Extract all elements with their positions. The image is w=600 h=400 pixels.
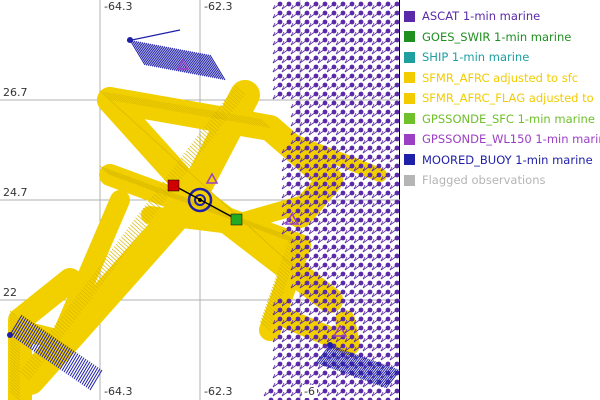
legend-item-flagged[interactable]: Flagged observations — [404, 170, 600, 191]
legend-swatch — [404, 174, 415, 186]
legend-label: SFMR_AFRC adjusted to sfc — [422, 70, 579, 85]
legend-label: MOORED_BUOY 1-min marine — [422, 152, 593, 167]
wind-observation-map — [0, 0, 400, 400]
red-observation-marker[interactable] — [167, 179, 180, 192]
lon-label-top-2: -62.3 — [202, 0, 235, 13]
map-panel[interactable]: -64.3 -62.3 26.7 24.7 22 -64.3 -62.3 -6 — [0, 0, 400, 400]
moored-buoy-barbs — [7, 29, 400, 391]
ascat-swath — [263, 1, 400, 400]
legend-item-sfmr-afrc[interactable]: SFMR_AFRC adjusted to sfc — [404, 68, 600, 89]
storm-center-marker[interactable] — [187, 187, 213, 213]
lat-label-1: 26.7 — [1, 86, 30, 99]
legend-swatch — [404, 31, 415, 43]
legend-label: GOES_SWIR 1-min marine — [422, 29, 572, 44]
legend-swatch — [404, 154, 415, 166]
legend-label: SHIP 1-min marine — [422, 50, 530, 65]
lat-label-2: 24.7 — [1, 186, 30, 199]
green-observation-marker[interactable] — [230, 213, 243, 226]
legend-label: SFMR_AFRC_FLAG adjusted to — [422, 91, 594, 106]
lon-label-bottom-2: -62.3 — [202, 385, 235, 398]
legend-label: GPSSONDE_SFC 1-min marine — [422, 111, 595, 126]
lon-label-top-1: -64.3 — [102, 0, 135, 13]
legend-swatch — [404, 10, 415, 22]
legend-swatch — [404, 72, 415, 84]
lon-label-bottom-1: -64.3 — [102, 385, 135, 398]
legend-item-gpssonde-wl150[interactable]: GPSSONDE_WL150 1-min marine — [404, 129, 600, 150]
legend-swatch — [404, 92, 415, 104]
legend-label: ASCAT 1-min marine — [422, 9, 541, 24]
legend-item-sfmr-afrc-flag[interactable]: SFMR_AFRC_FLAG adjusted to — [404, 88, 600, 109]
legend-item-ascat[interactable]: ASCAT 1-min marine — [404, 6, 600, 27]
legend-swatch — [404, 51, 415, 63]
legend-item-gpssonde-sfc[interactable]: GPSSONDE_SFC 1-min marine — [404, 109, 600, 130]
legend-item-moored-buoy[interactable]: MOORED_BUOY 1-min marine — [404, 150, 600, 171]
legend-label: Flagged observations — [422, 173, 546, 188]
lat-label-3: 22 — [1, 286, 19, 299]
legend-item-ship[interactable]: SHIP 1-min marine — [404, 47, 600, 68]
center-track-line — [172, 184, 237, 220]
legend-swatch — [404, 113, 415, 125]
legend-item-goes-swir[interactable]: GOES_SWIR 1-min marine — [404, 27, 600, 48]
map-legend: ASCAT 1-min marine GOES_SWIR 1-min marin… — [404, 6, 600, 191]
legend-swatch — [404, 133, 415, 145]
lon-label-bottom-3: -6 — [302, 385, 317, 398]
gpssonde-markers — [176, 58, 348, 337]
legend-label: GPSSONDE_WL150 1-min marine — [422, 132, 600, 147]
